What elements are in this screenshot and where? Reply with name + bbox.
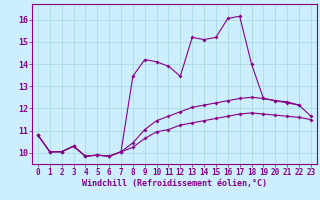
X-axis label: Windchill (Refroidissement éolien,°C): Windchill (Refroidissement éolien,°C) — [82, 179, 267, 188]
